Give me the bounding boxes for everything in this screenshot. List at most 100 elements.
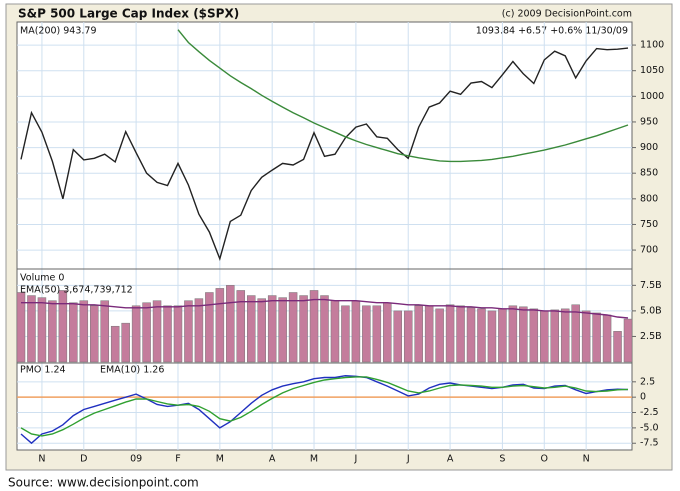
volume-bar xyxy=(79,300,89,363)
volume-bar xyxy=(540,310,549,363)
volume-bar xyxy=(424,305,434,363)
volume-bar xyxy=(267,295,277,363)
volume-bar xyxy=(142,302,151,363)
volume-bar xyxy=(592,312,601,363)
y-tick-label: 800 xyxy=(640,193,658,204)
volume-bar xyxy=(100,300,109,363)
volume-bar xyxy=(623,318,633,363)
volume-bar xyxy=(69,302,78,363)
series-line xyxy=(21,298,629,319)
y-tick-label: 0 xyxy=(640,392,646,403)
volume-bar xyxy=(602,314,612,363)
volume-bar xyxy=(288,292,298,363)
x-tick-label: M xyxy=(216,454,224,465)
volume-bar xyxy=(110,325,120,363)
y-tick-label: 1000 xyxy=(640,91,664,102)
volume-bar xyxy=(362,305,371,363)
volume-bar xyxy=(152,300,162,363)
y-tick-label: 7.5B xyxy=(640,280,662,291)
x-tick-label: 09 xyxy=(130,454,142,465)
x-tick-label: J xyxy=(406,454,410,465)
legend-label: EMA(10) 1.26 xyxy=(100,365,164,376)
volume-bar xyxy=(121,322,130,363)
volume-bar xyxy=(550,309,559,363)
volume-bar xyxy=(393,310,403,363)
y-tick-label: 1050 xyxy=(640,65,664,76)
x-tick-label: N xyxy=(38,454,45,465)
x-tick-label: O xyxy=(541,454,548,465)
volume-bar xyxy=(309,290,319,363)
volume-bar xyxy=(131,305,141,363)
x-tick-label: M xyxy=(310,454,318,465)
volume-bar xyxy=(194,298,204,363)
volume-bar xyxy=(48,300,57,363)
volume-bar xyxy=(341,305,350,363)
volume-bar xyxy=(560,308,570,363)
y-tick-label: -7.5 xyxy=(640,438,659,449)
volume-bar xyxy=(477,308,486,363)
volume-bar xyxy=(613,331,622,363)
volume-bar xyxy=(508,305,518,363)
series-line xyxy=(20,376,629,437)
volume-bar xyxy=(37,297,47,363)
volume-bar xyxy=(246,295,256,363)
volume-bar xyxy=(383,302,392,363)
volume-bar xyxy=(456,305,465,363)
legend-label: Volume 0 xyxy=(20,273,64,284)
volume-bar xyxy=(372,305,382,363)
volume-bar xyxy=(466,307,476,363)
y-tick-label: -2.5 xyxy=(640,407,659,418)
volume-bar xyxy=(487,310,497,363)
x-tick-label: J xyxy=(353,454,357,465)
chart-title: S&P 500 Large Cap Index ($SPX) xyxy=(18,7,239,21)
y-tick-label: 5.0B xyxy=(640,305,662,316)
volume-bar xyxy=(299,295,308,363)
volume-bar xyxy=(236,290,246,363)
y-tick-label: 700 xyxy=(640,245,658,256)
volume-bar xyxy=(163,305,172,363)
x-tick-label: D xyxy=(80,454,87,465)
volume-bar xyxy=(581,310,591,363)
y-tick-label: 900 xyxy=(640,142,658,153)
volume-bar xyxy=(257,298,266,363)
volume-bar xyxy=(215,288,225,363)
y-tick-label: 2.5B xyxy=(640,331,662,342)
x-tick-label: N xyxy=(583,454,590,465)
volume-bar xyxy=(403,310,413,363)
y-tick-label: 950 xyxy=(640,116,658,127)
y-tick-label: 750 xyxy=(640,219,658,230)
volume-bar xyxy=(414,305,423,363)
legend-label: EMA(50) 3,674,739,712 xyxy=(20,285,133,296)
x-tick-label: A xyxy=(269,454,276,465)
volume-bar xyxy=(226,285,235,363)
volume-bar xyxy=(278,297,287,363)
x-tick-label: S xyxy=(499,454,505,465)
y-tick-label: -5.0 xyxy=(640,422,659,433)
volume-bar xyxy=(27,295,36,363)
legend-label: PMO 1.24 xyxy=(20,365,66,376)
x-tick-label: A xyxy=(447,454,454,465)
series-line xyxy=(177,29,629,163)
volume-bar xyxy=(435,308,444,363)
volume-bar xyxy=(320,295,329,363)
y-tick-label: 1100 xyxy=(640,40,664,51)
copyright: (c) 2009 DecisionPoint.com xyxy=(502,9,632,20)
x-tick-label: F xyxy=(175,454,180,465)
volume-bar xyxy=(571,304,580,363)
plot-area xyxy=(16,21,633,451)
volume-bar xyxy=(205,292,214,363)
volume-bar xyxy=(498,308,507,363)
source: Source: www.decisionpoint.com xyxy=(8,476,199,490)
series-line xyxy=(20,47,629,262)
legend-label: MA(200) 943.79 xyxy=(20,26,97,37)
volume-bar xyxy=(173,305,183,363)
y-tick-label: 2.5 xyxy=(640,376,655,387)
volume-bar xyxy=(90,305,99,363)
volume-bar xyxy=(58,290,68,363)
volume-bar xyxy=(330,300,340,363)
volume-bar xyxy=(519,306,528,363)
volume-bar xyxy=(351,300,361,363)
volume-bar xyxy=(529,308,539,363)
